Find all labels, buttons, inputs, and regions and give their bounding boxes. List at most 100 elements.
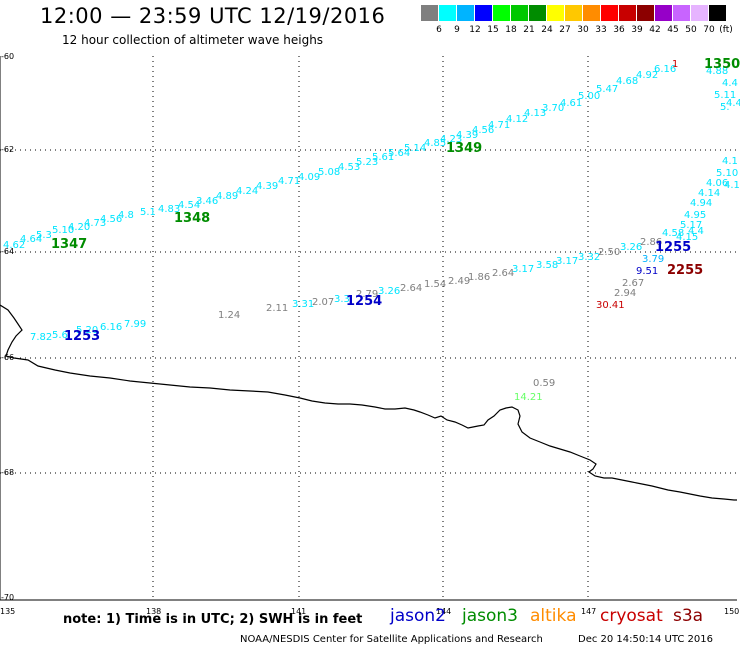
legend-jason2: jason2: [390, 606, 446, 626]
colorbar-swatch: [583, 5, 600, 21]
colorbar-label: 6: [436, 25, 442, 35]
colorbar-label: 36: [613, 25, 625, 35]
swh-value: 4.88: [706, 66, 728, 77]
pass-id-label: 1348: [174, 211, 210, 226]
swh-value: 7.99: [124, 319, 146, 330]
swh-value: 1.54: [424, 279, 446, 290]
swh-value: 3.32: [578, 252, 600, 263]
generation-timestamp: Dec 20 14:50:14 UTC 2016: [578, 634, 713, 645]
pass-id-label: 1255: [655, 240, 691, 255]
swh-value: 5.10: [716, 168, 738, 179]
legend-s3a: s3a: [673, 606, 704, 626]
swh-value: 4.68: [616, 76, 638, 87]
swh-value: 4.58: [662, 228, 684, 239]
swh-value: 5.: [720, 102, 730, 113]
colorbar-label: 18: [505, 25, 517, 35]
credit-line: NOAA/NESDIS Center for Satellite Applica…: [240, 634, 543, 645]
swh-value: 4.20: [68, 222, 90, 233]
swh-value: 2.86: [640, 237, 662, 248]
lon-label: 147: [581, 607, 596, 616]
swh-value: 3.31: [292, 299, 314, 310]
swh-value: 5.3: [36, 230, 52, 241]
swh-value: 3.17: [512, 264, 534, 275]
colorbar-label: 9: [454, 25, 460, 35]
lon-label: 144: [436, 607, 451, 616]
swh-value: 4.53: [338, 162, 360, 173]
swh-value: 5.47: [596, 84, 618, 95]
swh-value: 5.20: [76, 325, 98, 336]
colorbar-swatch: [511, 5, 528, 21]
colorbar-label: 42: [649, 25, 661, 35]
swh-value: 5.10: [52, 225, 74, 236]
swh-value: 4.85: [424, 138, 446, 149]
swh-value: 2.49: [448, 276, 470, 287]
swh-value: 6.16: [654, 64, 676, 75]
lat-label: -70: [1, 593, 14, 602]
swh-value: 4.61: [560, 98, 582, 109]
swh-value: 4.14: [698, 188, 720, 199]
swh-value: 3.46: [196, 196, 218, 207]
swh-value: 2.50: [598, 247, 620, 258]
colorbar-swatch: [619, 5, 636, 21]
swh-value: 4.13: [524, 108, 546, 119]
colorbar-label: 27: [559, 25, 571, 35]
swh-value: 5.61: [372, 152, 394, 163]
lon-label: 150: [724, 607, 739, 616]
swh-value: 2.67: [622, 278, 644, 289]
footer-note: note: 1) Time is in UTC; 2) SWH is in fe…: [63, 612, 363, 627]
colorbar-swatch: [565, 5, 582, 21]
colorbar-swatch: [637, 5, 654, 21]
pass-id-label: 1253: [64, 329, 100, 344]
swh-value: 4.39: [456, 130, 478, 141]
swh-value: 5.1: [140, 207, 156, 218]
swh-value: 3.3: [334, 294, 350, 305]
swh-value: 4.71: [278, 176, 300, 187]
swh-value: 4.56: [100, 214, 122, 225]
lat-label: -64: [1, 247, 14, 256]
swh-value: 3.26: [620, 242, 642, 253]
colorbar-label: 21: [523, 25, 535, 35]
swh-value: 4.64: [20, 234, 42, 245]
swh-value: 1.86: [468, 272, 490, 283]
lon-label: 138: [146, 607, 161, 616]
map-subtitle: 12 hour collection of altimeter wave hei…: [62, 33, 324, 47]
swh-value: 3.58: [536, 260, 558, 271]
colorbar-swatch: [475, 5, 492, 21]
pass-id-label: 1347: [51, 237, 87, 252]
swh-value: 4.54: [178, 200, 200, 211]
swh-value: 2.07: [312, 297, 334, 308]
swh-value: 0.59: [533, 378, 555, 389]
pass-id-label: 1254: [346, 294, 382, 309]
map-title: 12:00 — 23:59 UTC 12/19/2016: [40, 4, 386, 28]
swh-value: 4.4: [688, 226, 704, 237]
swh-value: 4.8: [118, 210, 134, 221]
colorbar-label: 12: [469, 25, 481, 35]
swh-value: 5.17: [680, 220, 702, 231]
colorbar-unit: (ft): [719, 25, 733, 35]
swh-value: 2.11: [266, 303, 288, 314]
lat-label: -68: [1, 468, 14, 477]
swh-value: 2.79: [356, 289, 378, 300]
swh-value: 4.62: [3, 240, 25, 251]
swh-value: 4.95: [684, 210, 706, 221]
swh-value: 4.23: [440, 134, 462, 145]
colorbar-swatch: [421, 5, 438, 21]
legend-jason3: jason3: [462, 606, 518, 626]
swh-value: 2.64: [492, 268, 514, 279]
colorbar-label: 15: [487, 25, 499, 35]
swh-value: 4.56: [472, 125, 494, 136]
swh-value: 3.17: [556, 256, 578, 267]
colorbar-swatch: [547, 5, 564, 21]
swh-value: 1.24: [218, 310, 240, 321]
swh-value: 6.16: [100, 322, 122, 333]
swh-value: 4.92: [636, 70, 658, 81]
swh-value: 4.15: [676, 232, 698, 243]
swh-value: 4.24: [236, 186, 258, 197]
swh-value: 5.08: [318, 167, 340, 178]
colorbar-swatch: [709, 5, 726, 21]
swh-value: 4.4: [722, 78, 738, 89]
swh-value: 4.1: [722, 156, 738, 167]
colorbar-label: 70: [703, 25, 715, 35]
swh-value: 4.09: [298, 172, 320, 183]
